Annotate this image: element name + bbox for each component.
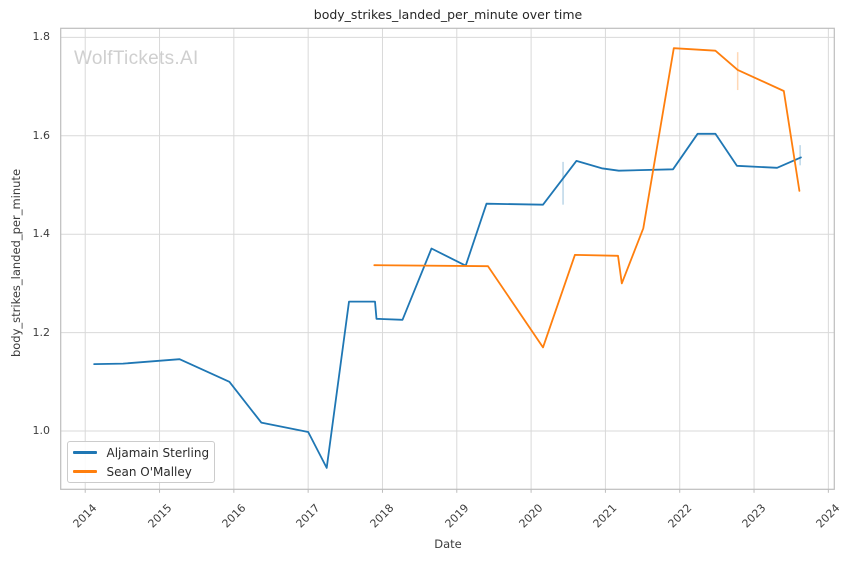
y-tick-label: 1.0 (32, 423, 51, 437)
y-tick-label: 1.8 (32, 30, 51, 44)
series-line-aljamain-sterling (93, 132, 802, 469)
x-axis-label: Date (434, 537, 462, 551)
y-tick-label: 1.6 (32, 128, 51, 142)
y-axis-label: body_strikes_landed_per_minute (9, 168, 23, 358)
series-line-sean-o-malley (373, 47, 801, 349)
legend-item-sean-omalley: Sean O'Malley (72, 464, 214, 479)
legend-label: Sean O'Malley (106, 464, 192, 479)
chart-title: body_strikes_landed_per_minute over time (313, 7, 583, 22)
y-tick-label: 1.2 (32, 325, 51, 339)
legend: Aljamain Sterling Sean O'Malley (66, 441, 215, 483)
legend-swatch-sean-omalley (72, 470, 97, 473)
watermark: WolfTickets.AI (74, 48, 199, 69)
y-tick-label: 1.4 (32, 227, 51, 241)
legend-swatch-aljamain-sterling (72, 451, 97, 454)
legend-label: Aljamain Sterling (106, 445, 210, 460)
plot-frame (60, 27, 835, 490)
legend-item-aljamain-sterling: Aljamain Sterling (72, 445, 214, 460)
